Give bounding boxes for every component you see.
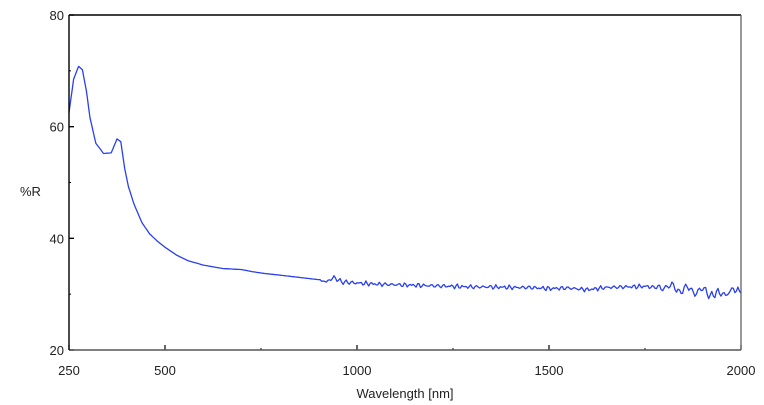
y-tick-label: 40 [50, 231, 64, 246]
x-tick-label: 2000 [727, 363, 756, 378]
x-tick-label: 1000 [343, 363, 372, 378]
y-tick-label: 20 [50, 343, 64, 358]
y-tick-label: 60 [50, 120, 64, 135]
plot-area [69, 15, 741, 350]
x-tick-label: 250 [58, 363, 80, 378]
x-axis-title: Wavelength [nm] [356, 386, 453, 401]
x-tick-label: 1500 [535, 363, 564, 378]
tick-labels: 20 40 60 80 250 500 1000 1500 2000 [50, 8, 756, 378]
y-axis-title: %R [20, 184, 41, 199]
y-tick-label: 80 [50, 8, 64, 23]
reflectance-line [68, 65, 742, 300]
x-tick-label: 500 [154, 363, 176, 378]
